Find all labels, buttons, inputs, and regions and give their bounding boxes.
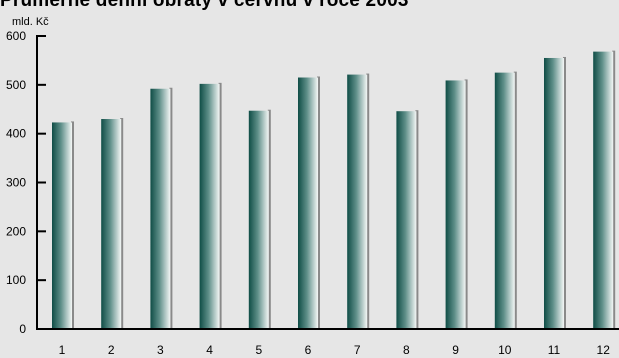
x-tick-label: 3 (157, 343, 164, 357)
y-tick-label: 200 (6, 224, 26, 238)
bar-shadow (612, 50, 616, 329)
y-tick-label: 300 (6, 176, 26, 190)
x-tick-label: 11 (548, 343, 561, 357)
x-tick-label: 9 (452, 343, 459, 357)
bar-7 (347, 74, 368, 329)
bar-1 (52, 122, 72, 329)
y-axis-ticks: 0 100 200 300 400 500 600 (6, 29, 46, 336)
bar-shadow (464, 79, 468, 330)
y-tick-label: 100 (6, 273, 26, 287)
bar-3 (150, 88, 171, 330)
bar-shadow (415, 110, 419, 329)
bar-shadow (563, 56, 566, 329)
bar-shadow (120, 118, 124, 330)
bar-5 (248, 110, 269, 329)
x-tick-label: 12 (597, 343, 611, 357)
bar-10 (494, 72, 515, 329)
x-tick-label: 5 (255, 343, 262, 357)
bar-shadow (513, 71, 517, 329)
x-axis-ticks: 1 2 3 4 5 6 7 8 9 10 11 12 (59, 343, 611, 357)
bar-12 (593, 51, 614, 329)
bar-9 (445, 80, 466, 330)
x-tick-label: 7 (354, 343, 361, 357)
x-tick-label: 10 (498, 343, 512, 357)
bar-shadow (267, 109, 271, 329)
chart-title: Průměrné denní obraty v červnu v roce 20… (0, 0, 409, 11)
y-tick-label: 500 (6, 78, 26, 92)
x-tick-label: 8 (403, 343, 410, 357)
x-tick-label: 1 (59, 343, 66, 357)
bar-6 (298, 77, 318, 329)
bar-shadow (317, 76, 320, 329)
bar-8 (396, 111, 417, 329)
bar-shadow (218, 82, 222, 330)
y-tick-label: 400 (6, 127, 26, 141)
bar-2 (101, 119, 122, 330)
bar-shadow (366, 73, 370, 329)
bar-shadow (71, 121, 74, 329)
bars-group (52, 50, 616, 330)
x-tick-label: 6 (305, 343, 312, 357)
x-tick-label: 2 (108, 343, 115, 357)
bar-4 (199, 83, 220, 330)
bar-shadow (169, 87, 173, 330)
y-tick-label: 600 (6, 29, 26, 43)
bar-11 (544, 57, 564, 329)
y-tick-label: 0 (19, 322, 26, 336)
x-tick-label: 4 (206, 343, 213, 357)
y-axis-unit-label: mld. Kč (12, 16, 49, 28)
